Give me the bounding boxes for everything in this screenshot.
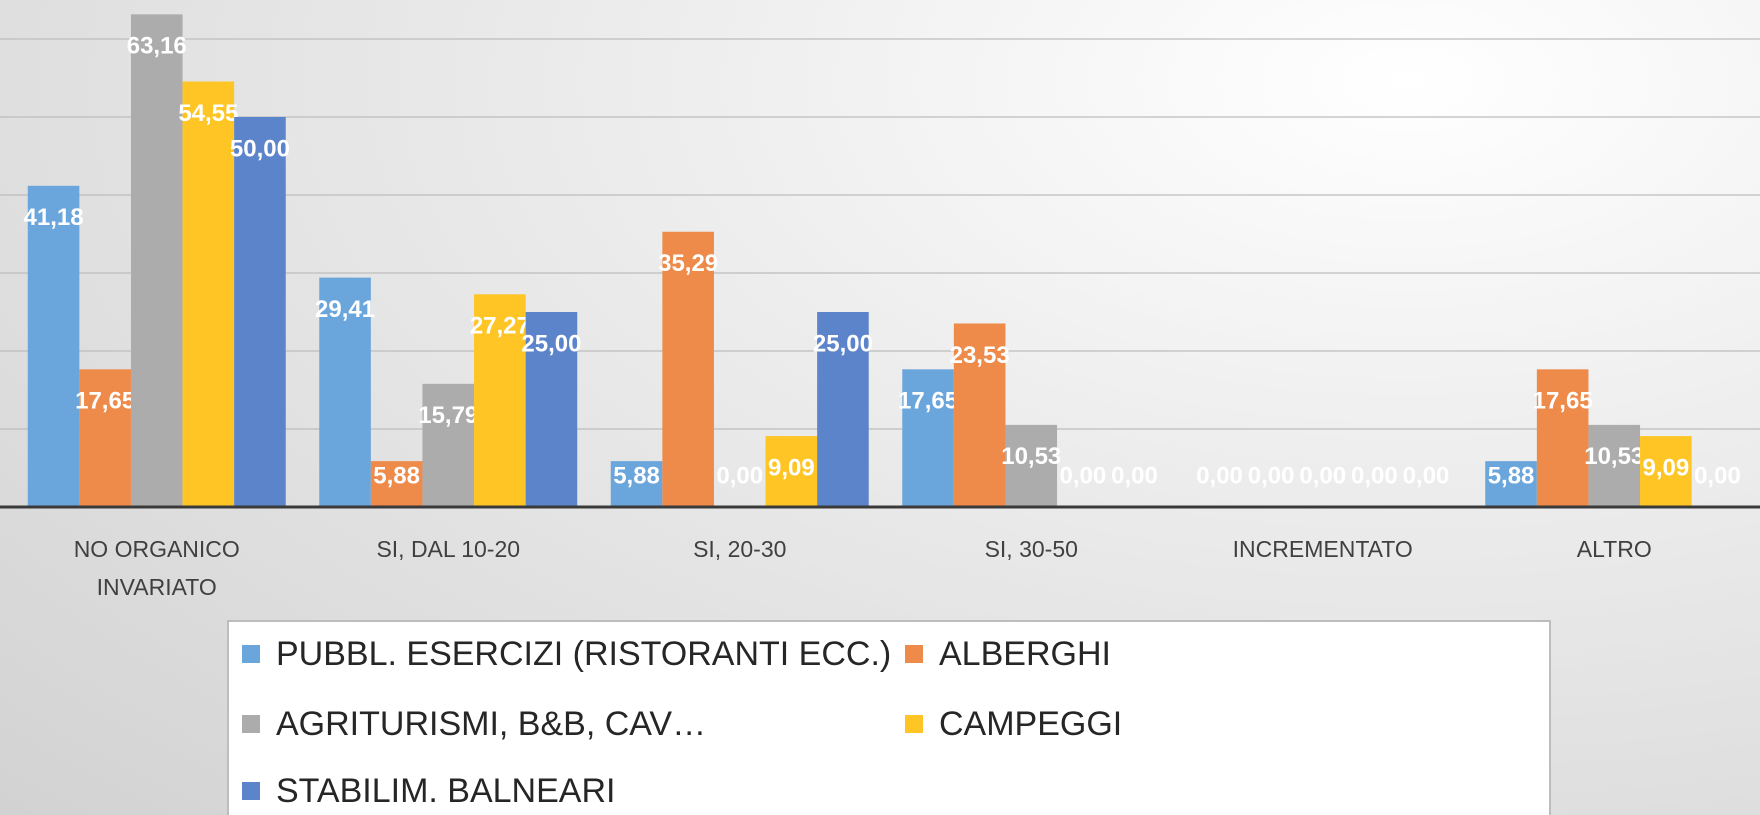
x-tick-label: SI, 20-30 — [693, 536, 787, 562]
data-label: 0,00 — [1694, 462, 1741, 489]
bar — [610, 461, 663, 507]
data-label: 63,16 — [127, 33, 187, 60]
legend-swatch — [905, 715, 923, 733]
x-tick-label: SI, DAL 10-20 — [376, 536, 521, 562]
bar — [422, 383, 475, 507]
data-label: 0,00 — [1403, 462, 1450, 489]
bar — [474, 294, 526, 507]
legend-swatch — [242, 782, 260, 800]
data-label: 15,79 — [418, 402, 478, 429]
bar — [1640, 436, 1692, 507]
data-label: 25,00 — [813, 330, 873, 357]
bar — [525, 312, 578, 507]
bar — [370, 461, 423, 507]
bar — [130, 14, 183, 508]
legend-swatch — [242, 715, 260, 733]
bar — [902, 369, 954, 507]
bar — [662, 231, 714, 507]
bar — [1485, 461, 1537, 507]
legend-label: STABILIM. BALNEARI — [276, 772, 615, 810]
bar — [234, 117, 286, 507]
data-label: 0,00 — [716, 462, 763, 489]
data-label: 41,18 — [24, 204, 84, 231]
bar — [817, 312, 869, 507]
data-label: 0,00 — [1351, 462, 1398, 489]
x-tick-label: INCREMENTATO — [1232, 536, 1413, 562]
legend-label: CAMPEGGI — [939, 705, 1122, 743]
data-label: 50,00 — [230, 135, 290, 162]
data-label: 0,00 — [1111, 462, 1158, 489]
legend — [227, 620, 1551, 815]
x-tick-label: ALTRO — [1576, 536, 1652, 562]
data-label: 17,65 — [75, 388, 135, 415]
legend-swatch — [242, 645, 260, 663]
data-label: 5,88 — [613, 462, 660, 489]
bar — [765, 436, 818, 507]
legend-label: PUBBL. ESERCIZI (RISTORANTI ECC.) — [276, 635, 891, 673]
data-label: 10,53 — [1001, 443, 1061, 470]
bar — [953, 323, 1006, 507]
data-label: 25,00 — [521, 330, 581, 357]
bar — [319, 277, 371, 507]
data-label: 23,53 — [950, 342, 1010, 369]
data-label: 29,41 — [315, 296, 375, 323]
x-tick-label: SI, 30-50 — [984, 536, 1078, 562]
bar — [1536, 369, 1589, 507]
data-label: 9,09 — [768, 454, 815, 481]
data-label: 0,00 — [1248, 462, 1295, 489]
data-label: 17,65 — [1533, 388, 1593, 415]
data-label: 27,27 — [470, 313, 530, 340]
bar — [182, 81, 235, 507]
bar — [27, 185, 80, 507]
data-label: 5,88 — [1488, 462, 1535, 489]
bar — [1588, 424, 1641, 507]
data-label: 54,55 — [178, 100, 238, 127]
legend-label: AGRITURISMI, B&B, CAV… — [276, 705, 706, 743]
data-label: 17,65 — [898, 388, 958, 415]
bar — [79, 369, 131, 507]
x-tick-label: NO ORGANICO INVARIATO — [73, 536, 240, 600]
legend-label: ALBERGHI — [939, 635, 1111, 673]
data-label: 9,09 — [1642, 454, 1689, 481]
data-label: 5,88 — [373, 462, 420, 489]
data-label: 0,00 — [1196, 462, 1243, 489]
data-label: 0,00 — [1059, 462, 1106, 489]
data-label: 35,29 — [658, 250, 718, 277]
data-label: 0,00 — [1299, 462, 1346, 489]
bar — [1005, 424, 1058, 507]
data-label: 10,53 — [1584, 443, 1644, 470]
legend-swatch — [905, 645, 923, 663]
